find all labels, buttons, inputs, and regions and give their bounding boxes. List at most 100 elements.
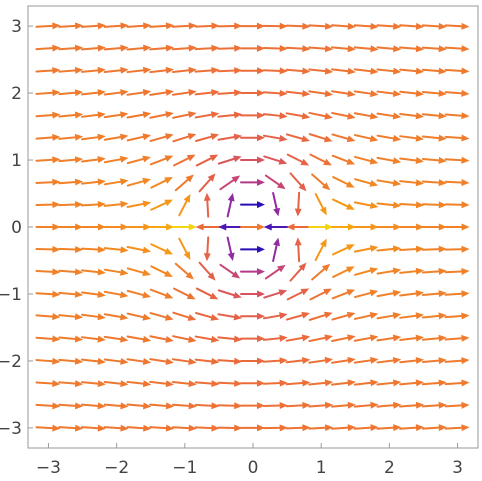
vector-arrow: [262, 134, 288, 142]
vector-arrow: [80, 357, 106, 365]
vector-arrow: [376, 90, 402, 98]
vector-arrow: [308, 401, 334, 409]
vector-arrow: [58, 335, 84, 343]
vector-arrow: [149, 66, 175, 74]
vector-arrow: [331, 356, 356, 364]
vector-arrow: [353, 334, 379, 342]
vector-arrow: [285, 424, 311, 432]
vector-arrow: [264, 174, 286, 190]
vector-arrow: [126, 66, 152, 74]
vector-arrow: [126, 335, 152, 343]
vector-arrow: [331, 154, 356, 165]
vector-arrow: [126, 223, 152, 231]
y-tick-label: 1: [11, 151, 22, 171]
vector-arrow: [103, 89, 129, 97]
vector-arrow: [330, 401, 356, 409]
vector-arrow: [353, 67, 379, 75]
vector-arrow: [126, 89, 152, 96]
vector-arrow: [309, 153, 332, 166]
y-tick-label: 3: [11, 17, 22, 37]
x-tick-label: −1: [172, 458, 197, 478]
vector-arrow: [399, 290, 424, 297]
vector-arrow: [103, 22, 129, 30]
vector-arrow: [262, 67, 288, 75]
vector-arrow: [376, 156, 402, 165]
vector-arrow: [353, 45, 379, 53]
vector-arrow: [399, 401, 425, 409]
vector-arrow: [240, 201, 265, 209]
vector-arrow: [103, 313, 129, 321]
vector-arrow: [332, 198, 355, 210]
vector-arrow: [309, 288, 332, 301]
vector-arrow: [126, 22, 152, 30]
vector-arrow: [149, 223, 175, 231]
vector-arrow: [354, 289, 379, 299]
vector-arrow: [103, 133, 129, 141]
vector-arrow: [80, 178, 106, 186]
vector-arrow: [262, 312, 288, 320]
vector-arrow: [240, 89, 265, 97]
vector-arrow: [178, 237, 191, 260]
vector-arrow: [289, 262, 307, 282]
vector-arrow: [308, 356, 334, 364]
vector-arrow: [103, 268, 129, 276]
vector-arrow: [264, 264, 286, 280]
vector-arrow: [194, 44, 220, 52]
vector-arrow: [58, 223, 84, 231]
vector-arrow: [195, 223, 221, 231]
vector-arrow: [376, 312, 402, 320]
vector-arrow: [421, 223, 447, 231]
vector-arrow: [285, 67, 311, 75]
vector-arrow: [272, 237, 281, 263]
vector-arrow: [103, 178, 129, 186]
vector-arrow: [240, 178, 265, 186]
vector-arrow: [80, 200, 106, 208]
vector-arrow: [331, 311, 356, 321]
vector-arrow: [331, 90, 356, 98]
vector-arrow: [217, 313, 243, 321]
vector-arrow: [171, 424, 197, 432]
vector-arrow: [421, 424, 447, 432]
vector-arrow: [126, 44, 152, 52]
vector-arrow: [58, 357, 84, 365]
vector-arrow: [353, 22, 379, 30]
vector-arrow: [80, 424, 106, 432]
vector-arrow: [194, 380, 220, 388]
vector-arrow: [399, 45, 425, 53]
vector-arrow: [314, 238, 327, 261]
vector-arrow: [399, 134, 424, 142]
vector-arrow: [194, 89, 220, 97]
vector-arrow: [285, 334, 311, 342]
vector-arrow: [330, 45, 356, 53]
vector-arrow: [35, 44, 61, 52]
vector-arrow: [149, 402, 175, 410]
vector-arrow: [35, 357, 61, 365]
vector-arrow: [444, 424, 470, 432]
vector-arrow: [376, 379, 402, 387]
vector-arrow: [330, 223, 356, 231]
vector-arrow: [217, 155, 242, 165]
vector-arrow: [80, 89, 106, 97]
vector-arrow: [149, 22, 175, 30]
vector-arrow: [444, 112, 470, 120]
x-tick-label: 2: [384, 458, 395, 478]
vector-arrow: [240, 245, 265, 253]
y-tick-label: −1: [0, 285, 22, 305]
vector-arrow: [217, 424, 243, 432]
vector-arrow: [399, 90, 425, 97]
vector-arrow: [444, 134, 470, 142]
vector-arrow: [217, 379, 243, 387]
vector-arrow: [353, 223, 379, 231]
vector-arrow: [194, 22, 220, 30]
vector-arrow: [103, 111, 129, 119]
vector-arrow: [194, 357, 220, 365]
vector-arrow: [150, 265, 173, 277]
vector-arrow: [171, 89, 197, 96]
vector-arrow: [399, 245, 425, 253]
y-axis: 3 2 1 0 −1 −2 −3: [0, 17, 33, 439]
vector-arrow: [262, 401, 288, 409]
vector-arrow: [58, 44, 84, 52]
vector-arrow: [332, 266, 355, 278]
vector-arrow: [308, 311, 333, 321]
vector-arrow: [421, 401, 447, 409]
